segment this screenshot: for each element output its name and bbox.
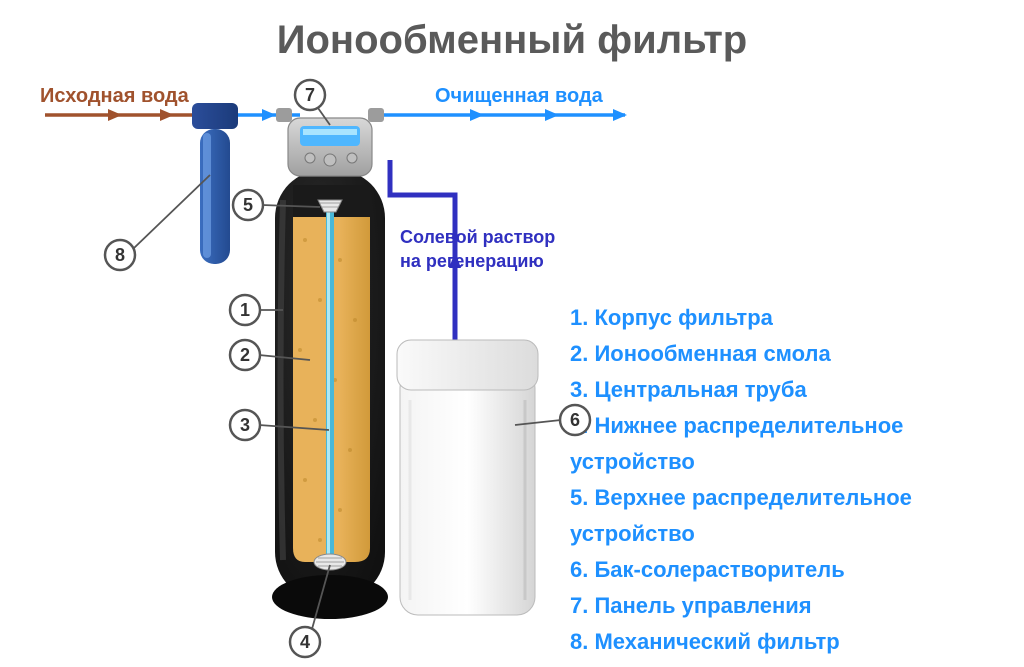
controller — [276, 108, 384, 176]
diagram-svg: 7 5 8 1 2 3 6 4 — [0, 0, 1024, 667]
input-arrow-1 — [108, 109, 122, 121]
callout-number-5: 5 — [243, 195, 253, 215]
salt-tank — [397, 340, 538, 615]
mid-arrow — [262, 109, 276, 121]
out-arrow-1 — [470, 109, 484, 121]
callout-number-8: 8 — [115, 245, 125, 265]
prefilter — [192, 103, 238, 264]
callout-number-4: 4 — [300, 632, 310, 652]
callout-number-6: 6 — [570, 410, 580, 430]
input-arrow-2 — [160, 109, 174, 121]
out-arrow-3 — [613, 109, 627, 121]
out-arrow-2 — [545, 109, 559, 121]
callout-number-1: 1 — [240, 300, 250, 320]
callout-number-2: 2 — [240, 345, 250, 365]
callout-number-3: 3 — [240, 415, 250, 435]
callout-number-7: 7 — [305, 85, 315, 105]
callout-line-8 — [134, 175, 210, 248]
main-filter — [272, 170, 388, 619]
salt-arrowhead — [449, 252, 461, 268]
salt-flow-line — [390, 160, 455, 345]
